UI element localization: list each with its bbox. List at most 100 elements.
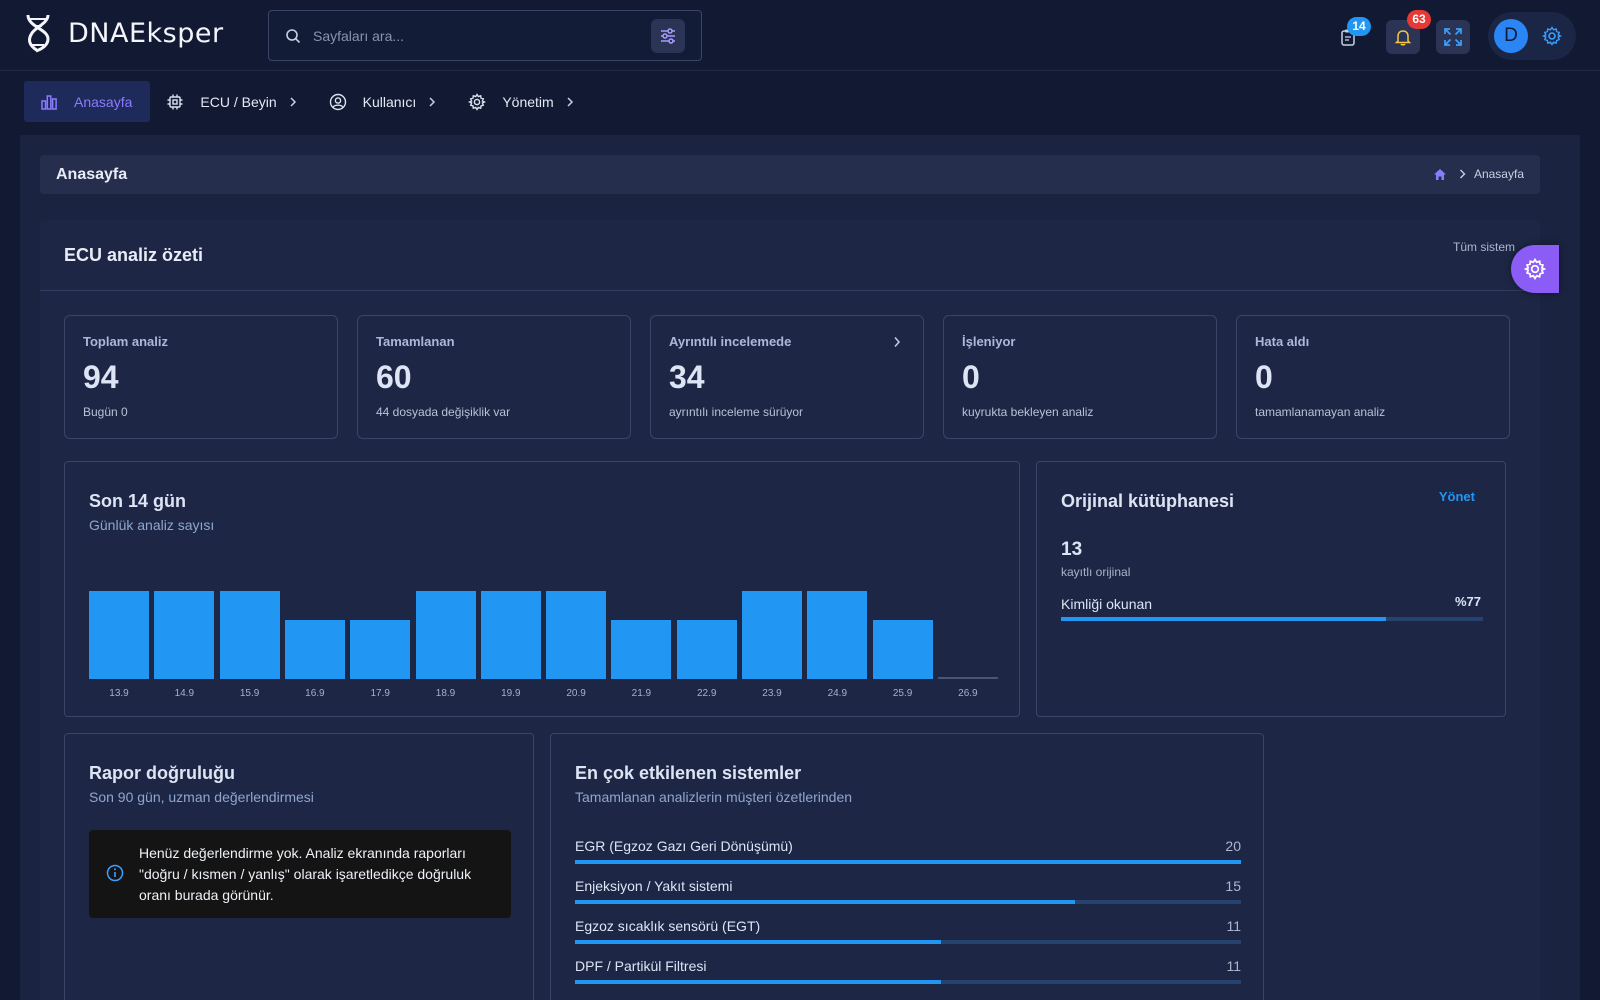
progress-label: Kimliği okunan [1061,596,1153,612]
user-menu[interactable]: D [1488,12,1576,60]
chart-title: Son 14 gün [89,491,187,511]
system-bar-track [575,980,1241,984]
chart-bar[interactable] [872,620,933,679]
chip-icon [167,94,183,109]
gear-icon [1524,258,1546,280]
search-input[interactable] [313,27,651,44]
summary-title: ECU analiz özeti [64,245,204,265]
nav-item-user[interactable]: Kullanıcı [313,81,453,122]
chart-bar[interactable] [415,591,476,679]
chart-bar[interactable] [89,591,149,679]
gear-icon[interactable] [1542,26,1562,46]
summary-scope: Tüm sistem [1452,240,1515,254]
system-name: Egzoz sıcaklık sensörü (EGT) [575,918,761,934]
chart-tick-label: 21.9 [631,688,652,699]
stat-label: Ayrıntılı incelemede [669,334,792,349]
stat-subtext: Bugün 0 [83,405,128,419]
brand-logo[interactable]: DNAEksper [24,13,224,53]
chart-bar[interactable] [676,620,737,679]
system-bar-track [575,900,1241,904]
chevron-right-icon [567,96,573,107]
stat-value: 0 [1255,359,1273,395]
chevron-right-icon [290,96,296,107]
breadcrumb-current: Anasayfa [1473,167,1524,181]
chart-tick-label: 14.9 [174,688,195,699]
accuracy-title: Rapor doğruluğu [89,763,235,783]
user-circle-icon [329,93,346,110]
nav-item-ecu[interactable]: ECU / Beyin [150,81,312,122]
info-alert: Henüz değerlendirme yok. Analiz ekranınd… [89,830,511,918]
bar-chart: 13.9 14.9 15.9 16.9 17.9 18.9 19.9 20.9 21.9 22.9… [89,559,998,699]
chart-tick-label: 15.9 [239,688,260,699]
systems-subtitle: Tamamlanan analizlerin müşteri özetlerin… [575,789,853,805]
system-bar-track [575,940,1241,944]
system-row: DPF / Partikül Filtresi 11 [575,958,1241,988]
system-bar-fill [575,980,942,984]
info-icon [106,864,124,882]
chart-bar[interactable] [742,591,802,679]
system-row: Egzoz sıcaklık sensörü (EGT) 11 [575,918,1241,948]
stat-card-in-review[interactable]: Ayrıntılı incelemede 34 ayrıntılı incele… [650,315,924,439]
library-count-label: kayıtlı orijinal [1061,565,1131,579]
avatar[interactable]: D [1494,19,1528,53]
chart-bar[interactable] [284,620,345,679]
system-name: EGR (Egzoz Gazı Geri Dönüşümü) [575,838,793,854]
chart-bar[interactable] [219,591,280,679]
chart-bar[interactable] [546,591,607,679]
fullscreen-button[interactable] [1436,20,1470,54]
breadcrumb: Anasayfa [1433,167,1524,181]
nav-item-label: ECU / Beyin [200,93,277,110]
nav-item-admin[interactable]: Yönetim [452,81,589,122]
tasks-button[interactable]: 14 [1331,17,1371,54]
notifications-badge: 63 [1407,10,1431,29]
system-count: 20 [1225,838,1241,854]
notifications-button[interactable]: 63 [1386,10,1431,54]
chart-bar[interactable] [807,591,868,679]
stat-label: İşleniyor [962,334,1016,349]
progress-value: %77 [1454,594,1481,609]
gear-icon [468,92,487,111]
chart-bar[interactable] [350,620,411,679]
stat-subtext: kuyrukta bekleyen analiz [962,405,1094,419]
manage-link[interactable]: Yönet [1438,489,1475,504]
settings-fab[interactable] [1511,245,1559,293]
chart-tick-label: 20.9 [566,688,586,699]
system-name: DPF / Partikül Filtresi [575,958,707,974]
home-icon[interactable] [1433,168,1447,181]
nav-item-label: Anasayfa [74,93,133,110]
chevron-right-icon [429,96,436,107]
stat-card-completed: Tamamlanan 60 44 dosyada değişiklik var [357,315,631,439]
chart-bar[interactable] [611,620,672,679]
chevron-right-icon[interactable] [893,336,901,348]
page-title: Anasayfa [56,166,128,183]
chart-bar[interactable] [154,591,215,679]
chart-tick-label: 22.9 [696,688,717,699]
search-filter-button[interactable] [651,18,685,53]
stat-card-processing: İşleniyor 0 kuyrukta bekleyen analiz [943,315,1217,439]
accuracy-card: Rapor doğruluğu Son 90 gün, uzman değerl… [64,733,534,1000]
stat-subtext: ayrıntılı inceleme sürüyor [669,405,804,419]
top-bar: DNAEksper 14 [0,0,1600,71]
search-box [268,10,702,61]
chart-bar[interactable] [937,677,998,679]
divider [40,290,1540,291]
system-bar-track [575,860,1241,864]
stat-value: 60 [376,359,412,395]
bell-icon [1394,30,1412,46]
system-bar-fill [575,900,1075,904]
progress-track [1061,617,1483,621]
chevron-right-icon [1459,169,1466,179]
expand-icon [1444,28,1462,46]
chart-bar[interactable] [480,591,541,679]
library-count: 13 [1061,539,1083,560]
system-count: 15 [1225,878,1241,894]
progress-fill [1061,617,1386,621]
system-row: EGR (Egzoz Gazı Geri Dönüşümü) 20 [575,838,1241,868]
system-row: Enjeksiyon / Yakıt sistemi 15 [575,878,1241,908]
stat-label: Toplam analiz [83,334,168,349]
nav-item-label: Kullanıcı [362,93,417,110]
nav-item-label: Yönetim [502,93,554,110]
systems-title: En çok etkilenen sistemler [575,763,802,783]
nav-item-home[interactable]: Anasayfa [24,81,151,122]
brand-name: DNAEksper [68,17,224,49]
